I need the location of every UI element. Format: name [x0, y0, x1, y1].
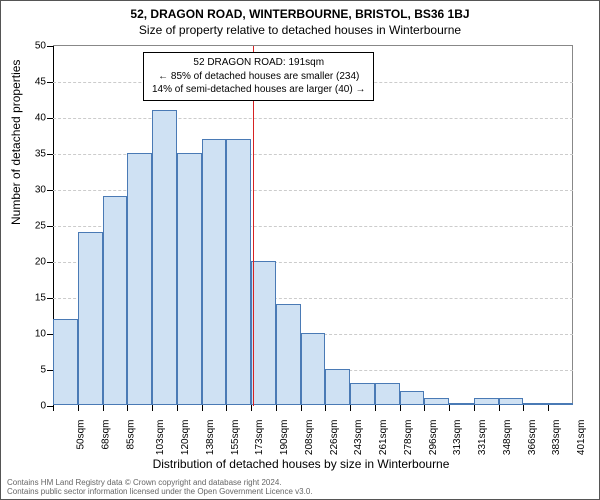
x-tick-label: 85sqm [125, 420, 136, 450]
footer-attribution: Contains HM Land Registry data © Crown c… [7, 478, 313, 497]
y-tick-label: 40 [22, 113, 46, 124]
page-subtitle: Size of property relative to detached ho… [1, 21, 599, 37]
x-tick [523, 405, 524, 411]
y-tick [47, 298, 53, 299]
callout-line-2: ← 85% of detached houses are smaller (23… [152, 70, 365, 84]
histogram-bar [202, 139, 227, 405]
y-tick [47, 82, 53, 83]
x-tick [127, 405, 128, 411]
x-tick-label: 313sqm [453, 420, 464, 456]
x-tick-label: 261sqm [378, 420, 389, 456]
x-tick-label: 243sqm [353, 420, 364, 456]
y-tick [47, 226, 53, 227]
x-axis-label: Distribution of detached houses by size … [1, 457, 600, 471]
y-tick-label: 10 [22, 329, 46, 340]
x-tick-label: 120sqm [180, 420, 191, 456]
y-tick-label: 50 [22, 41, 46, 52]
y-tick [47, 262, 53, 263]
x-tick [424, 405, 425, 411]
histogram-bar [276, 304, 301, 405]
y-tick-label: 45 [22, 77, 46, 88]
x-tick-label: 278sqm [403, 420, 414, 456]
gridline [53, 118, 573, 119]
histogram-bar [375, 383, 400, 405]
histogram-bar [449, 403, 474, 405]
x-tick [53, 405, 54, 411]
histogram-bar [127, 153, 152, 405]
x-tick [375, 405, 376, 411]
histogram-bar [424, 398, 449, 405]
y-tick-label: 30 [22, 185, 46, 196]
x-tick-label: 226sqm [329, 420, 340, 456]
y-tick-label: 35 [22, 149, 46, 160]
histogram-bar [103, 196, 128, 405]
y-axis-label: Number of detached properties [9, 60, 23, 225]
x-tick [202, 405, 203, 411]
y-tick [47, 118, 53, 119]
x-tick [103, 405, 104, 411]
histogram-bar [301, 333, 326, 405]
histogram-bar [499, 398, 524, 405]
x-tick [350, 405, 351, 411]
x-tick [499, 405, 500, 411]
histogram-bar [523, 403, 548, 405]
histogram-bar [152, 110, 177, 405]
x-tick [449, 405, 450, 411]
x-tick [276, 405, 277, 411]
y-tick-label: 5 [22, 365, 46, 376]
x-tick-label: 401sqm [576, 420, 587, 456]
x-tick-label: 173sqm [254, 420, 265, 456]
y-tick [47, 154, 53, 155]
callout-box: 52 DRAGON ROAD: 191sqm← 85% of detached … [143, 52, 374, 101]
x-tick-label: 190sqm [279, 420, 290, 456]
histogram-bar [350, 383, 375, 405]
histogram-chart: 0510152025303540455050sqm68sqm85sqm103sq… [53, 45, 573, 405]
histogram-bar [226, 139, 251, 405]
x-tick [474, 405, 475, 411]
y-tick [47, 190, 53, 191]
x-tick-label: 366sqm [527, 420, 538, 456]
x-tick [152, 405, 153, 411]
y-tick-label: 15 [22, 293, 46, 304]
y-tick-label: 25 [22, 221, 46, 232]
x-tick-label: 208sqm [304, 420, 315, 456]
x-tick-label: 155sqm [230, 420, 241, 456]
x-tick-label: 50sqm [76, 420, 87, 450]
x-tick-label: 348sqm [502, 420, 513, 456]
x-tick-label: 383sqm [552, 420, 563, 456]
y-tick-label: 0 [22, 401, 46, 412]
histogram-bar [251, 261, 276, 405]
histogram-bar [78, 232, 103, 405]
footer-line-2: Contains public sector information licen… [7, 487, 313, 497]
x-tick [400, 405, 401, 411]
callout-line-1: 52 DRAGON ROAD: 191sqm [152, 56, 365, 70]
histogram-bar [325, 369, 350, 405]
x-tick [177, 405, 178, 411]
page-title: 52, DRAGON ROAD, WINTERBOURNE, BRISTOL, … [1, 1, 599, 21]
y-tick [47, 46, 53, 47]
x-tick-label: 331sqm [477, 420, 488, 456]
plot-area: 0510152025303540455050sqm68sqm85sqm103sq… [53, 45, 573, 405]
x-tick-label: 138sqm [205, 420, 216, 456]
y-tick-label: 20 [22, 257, 46, 268]
x-tick [301, 405, 302, 411]
callout-line-3: 14% of semi-detached houses are larger (… [152, 83, 365, 97]
histogram-bar [53, 319, 78, 405]
x-tick [226, 405, 227, 411]
footer-line-1: Contains HM Land Registry data © Crown c… [7, 478, 313, 488]
x-tick [548, 405, 549, 411]
x-tick-label: 103sqm [155, 420, 166, 456]
x-tick [325, 405, 326, 411]
x-tick-label: 68sqm [100, 420, 111, 450]
x-tick-label: 296sqm [428, 420, 439, 456]
histogram-bar [177, 153, 202, 405]
histogram-bar [474, 398, 499, 405]
x-tick [78, 405, 79, 411]
histogram-bar [400, 391, 425, 405]
histogram-bar [548, 403, 573, 405]
